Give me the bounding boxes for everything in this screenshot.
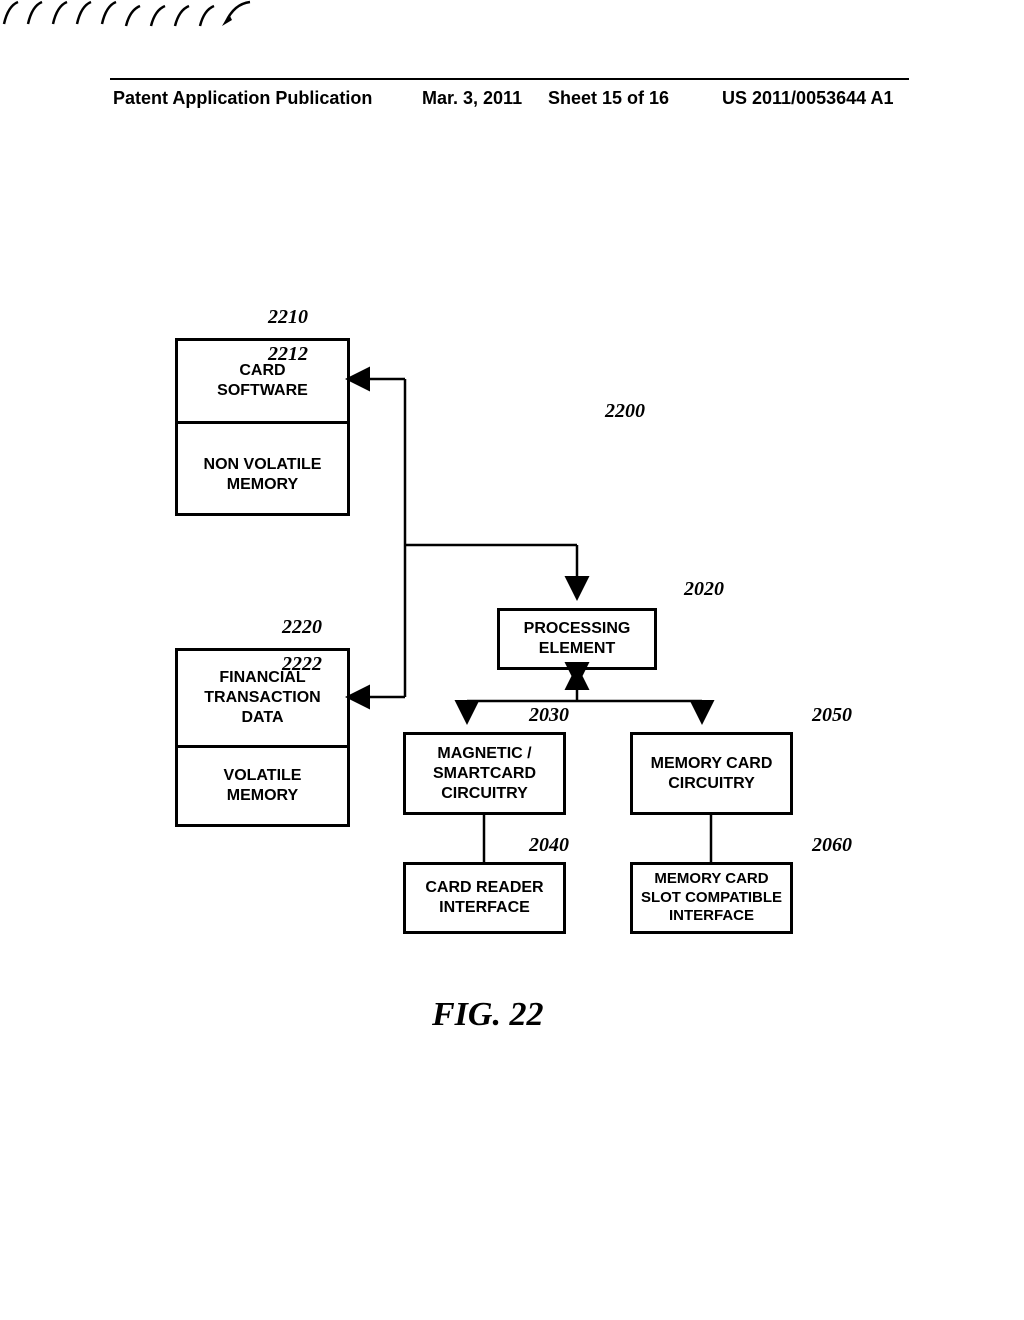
figure-caption: FIG. 22 — [432, 996, 543, 1034]
connector-layer — [0, 0, 1024, 1320]
page: Patent Application Publication Mar. 3, 2… — [0, 0, 1024, 1320]
